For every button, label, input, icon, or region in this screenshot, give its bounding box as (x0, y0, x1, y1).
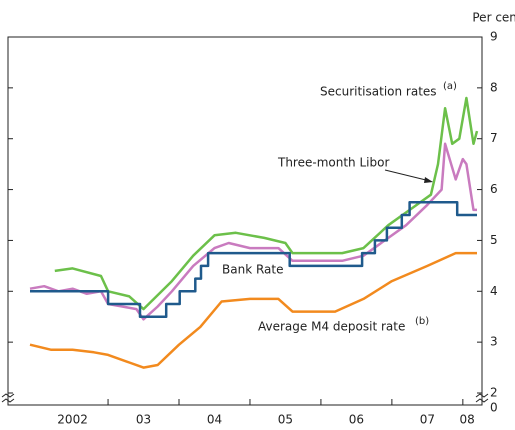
annotation-arrowhead (424, 177, 433, 183)
annotation: Average M4 deposit rate (258, 320, 405, 334)
y-tick-label: 0 (490, 401, 498, 415)
x-tick-label: 03 (136, 413, 151, 427)
axis-break (1, 393, 489, 403)
annotation: Bank Rate (222, 263, 283, 277)
annotation: Three-month Libor (277, 156, 389, 170)
y-tick-label: 7 (490, 131, 498, 145)
y-tick-label: 3 (490, 335, 498, 349)
x-tick-label: 08 (459, 413, 474, 427)
series-line (29, 251, 477, 369)
annotation-arrow (384, 169, 431, 182)
x-tick-label: 04 (207, 413, 222, 427)
x-tick-label: 06 (349, 413, 364, 427)
plot-frame (7, 36, 483, 406)
y-tick-label: 4 (490, 284, 498, 298)
x-tick-label: 07 (420, 413, 435, 427)
annotation-note: (b) (415, 316, 429, 327)
series-line (54, 96, 479, 311)
y-tick-label: 8 (490, 80, 498, 94)
x-tick-label: 05 (278, 413, 293, 427)
y-tick-label: 5 (490, 233, 498, 247)
y-unit-label: Per cent (472, 11, 515, 25)
x-tick-label: 2002 (57, 413, 88, 427)
y-tick-label: 6 (490, 182, 498, 196)
annotation-note: (a) (443, 81, 457, 92)
annotations: Securitisation rates (a) Three-month Lib… (222, 81, 457, 334)
annotation: Securitisation rates (320, 85, 437, 99)
series-line (29, 142, 477, 321)
y-tick-label: 9 (490, 30, 498, 44)
y-tick-label: 2 (490, 386, 498, 400)
series-line (30, 201, 477, 318)
